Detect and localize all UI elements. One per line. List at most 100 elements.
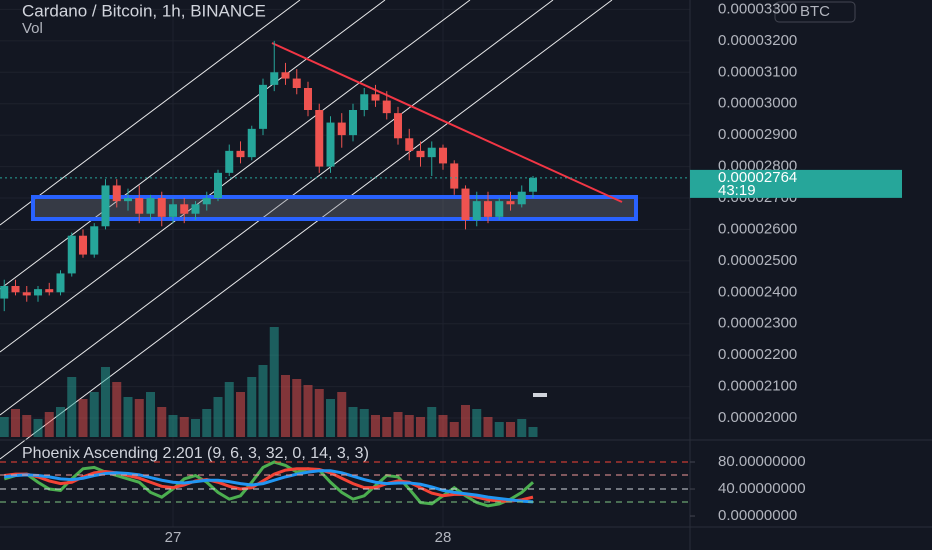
y-tick-label: 0.00003100 bbox=[718, 63, 797, 80]
candle-body bbox=[247, 128, 256, 158]
candle-body bbox=[169, 204, 177, 217]
currency-button-label[interactable]: BTC bbox=[800, 3, 830, 20]
plot bbox=[0, 40, 538, 508]
volume-bar bbox=[146, 392, 155, 437]
candle-body bbox=[0, 286, 9, 299]
volume-bar bbox=[258, 365, 268, 437]
y-tick-label: 0.00002200 bbox=[718, 346, 797, 363]
candle-body bbox=[79, 235, 87, 255]
candle-body bbox=[34, 289, 42, 296]
volume-bar bbox=[382, 417, 392, 437]
candle-body bbox=[11, 286, 20, 293]
volume-bar bbox=[359, 409, 369, 437]
candle-body bbox=[495, 201, 504, 217]
volume-bar bbox=[483, 417, 493, 437]
volume-bar bbox=[202, 409, 212, 437]
volume-bar bbox=[393, 412, 403, 437]
volume-bar bbox=[416, 417, 425, 437]
y-tick-label: 0.00003300 bbox=[718, 0, 797, 17]
volume-bar bbox=[89, 392, 99, 437]
volume-bar bbox=[191, 419, 200, 437]
candle-body bbox=[225, 150, 234, 173]
volume-bar bbox=[123, 397, 133, 437]
marker bbox=[533, 393, 547, 397]
last-price-label: 0.00002764 bbox=[718, 169, 797, 186]
candle-body bbox=[337, 122, 346, 136]
volume-bar bbox=[134, 399, 144, 437]
volume-bar bbox=[494, 422, 504, 437]
channel-line bbox=[0, 0, 386, 290]
channel-line bbox=[0, 0, 471, 353]
indicator-line bbox=[4, 469, 534, 504]
y-tick-label: 0.00002500 bbox=[718, 252, 797, 269]
volume-bar bbox=[427, 407, 437, 437]
candle-body bbox=[124, 198, 132, 202]
volume-bar bbox=[0, 417, 9, 437]
candle-body bbox=[371, 94, 380, 101]
volume-bar bbox=[56, 407, 65, 437]
candle-body bbox=[326, 122, 335, 167]
candle-body bbox=[180, 204, 189, 214]
volume-bar bbox=[22, 415, 32, 437]
candle-body bbox=[382, 100, 391, 114]
y-tick-label: 0.00003200 bbox=[718, 32, 797, 49]
candle-body bbox=[191, 204, 200, 214]
volume-bar bbox=[371, 415, 380, 437]
countdown-label: 43:19 bbox=[718, 182, 756, 199]
candle-body bbox=[450, 163, 459, 189]
candle-body bbox=[304, 88, 312, 110]
oscillator-levels bbox=[0, 461, 690, 503]
volume-bar bbox=[404, 415, 414, 437]
candle-body bbox=[202, 198, 211, 205]
y-tick-label: 0.00002600 bbox=[718, 220, 797, 237]
y-tick-label: 40.00000000 bbox=[718, 480, 806, 497]
volume-bar bbox=[281, 375, 290, 437]
y-tick-label: 0.00002100 bbox=[718, 378, 797, 395]
volume-bar bbox=[303, 385, 313, 437]
candle-body bbox=[90, 226, 99, 255]
volume-bar bbox=[179, 417, 189, 437]
candle-body bbox=[135, 198, 144, 214]
volume-bar bbox=[67, 377, 77, 437]
candle-body bbox=[157, 198, 166, 217]
candle-body bbox=[416, 150, 425, 158]
candle-body bbox=[427, 147, 436, 158]
candle-body bbox=[506, 201, 515, 205]
volume-bar bbox=[517, 419, 527, 437]
y-tick-label: 0.00000000 bbox=[718, 507, 797, 524]
candle-body bbox=[517, 191, 526, 205]
volume-bar bbox=[461, 405, 470, 437]
candle-body bbox=[270, 72, 279, 85]
volume-bar bbox=[112, 382, 122, 437]
candle-body bbox=[292, 78, 301, 88]
candle-body bbox=[281, 72, 290, 79]
indicator-line bbox=[4, 467, 534, 503]
candle-body bbox=[259, 84, 267, 129]
candle-body bbox=[315, 110, 324, 167]
candle-body bbox=[349, 110, 357, 136]
candle-body bbox=[56, 273, 65, 293]
x-tick-label: 28 bbox=[435, 529, 452, 546]
volume-title: Vol bbox=[22, 20, 43, 37]
trend-line bbox=[271, 42, 623, 203]
candle-body bbox=[214, 172, 222, 198]
support-zone bbox=[31, 195, 638, 221]
x-tick-label: 27 bbox=[165, 529, 182, 546]
volume-bar bbox=[326, 399, 335, 437]
volume-bar bbox=[472, 409, 482, 437]
candle-body bbox=[461, 188, 470, 220]
volume-bar bbox=[314, 389, 324, 437]
y-tick-label: 80.00000000 bbox=[718, 453, 806, 470]
volume-bar bbox=[213, 397, 223, 437]
candle-body bbox=[112, 185, 121, 202]
volume-bar bbox=[44, 412, 54, 437]
volume-bar bbox=[438, 415, 448, 437]
candle-body bbox=[394, 113, 402, 139]
candle-body bbox=[146, 198, 155, 214]
volume-bar bbox=[506, 422, 515, 437]
currency-button[interactable] bbox=[774, 1, 856, 23]
candle-body bbox=[236, 150, 245, 158]
